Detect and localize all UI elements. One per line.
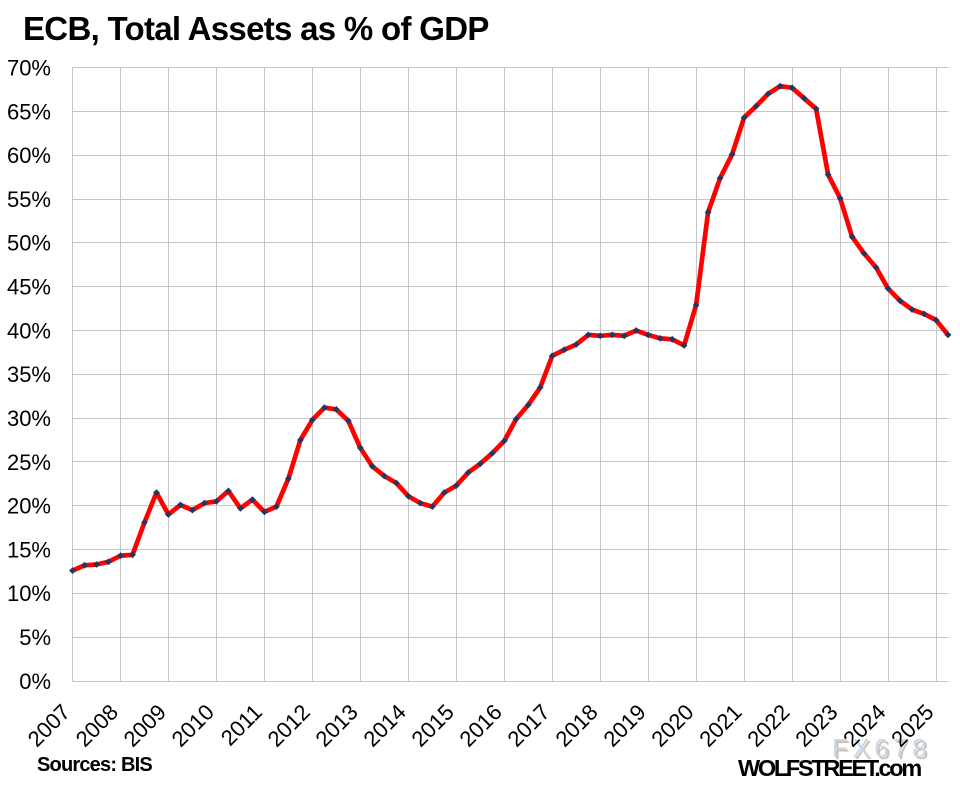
svg-text:40%: 40% xyxy=(7,318,51,343)
svg-text:0%: 0% xyxy=(19,669,51,694)
svg-text:65%: 65% xyxy=(7,99,51,124)
svg-text:20%: 20% xyxy=(7,494,51,519)
svg-text:10%: 10% xyxy=(7,581,51,606)
svg-text:WOLFSTREET.com: WOLFSTREET.com xyxy=(738,755,921,781)
svg-text:55%: 55% xyxy=(7,187,51,212)
svg-text:Sources: BIS: Sources: BIS xyxy=(37,754,152,776)
svg-text:FX678: FX678 xyxy=(832,733,931,763)
svg-text:50%: 50% xyxy=(7,231,51,256)
svg-text:45%: 45% xyxy=(7,275,51,300)
svg-text:30%: 30% xyxy=(7,406,51,431)
svg-text:35%: 35% xyxy=(7,362,51,387)
svg-text:5%: 5% xyxy=(19,625,51,650)
svg-text:15%: 15% xyxy=(7,537,51,562)
svg-text:25%: 25% xyxy=(7,450,51,475)
svg-text:ECB, Total Assets as % of GDP: ECB, Total Assets as % of GDP xyxy=(23,10,489,47)
svg-text:60%: 60% xyxy=(7,143,51,168)
svg-text:70%: 70% xyxy=(7,56,51,81)
